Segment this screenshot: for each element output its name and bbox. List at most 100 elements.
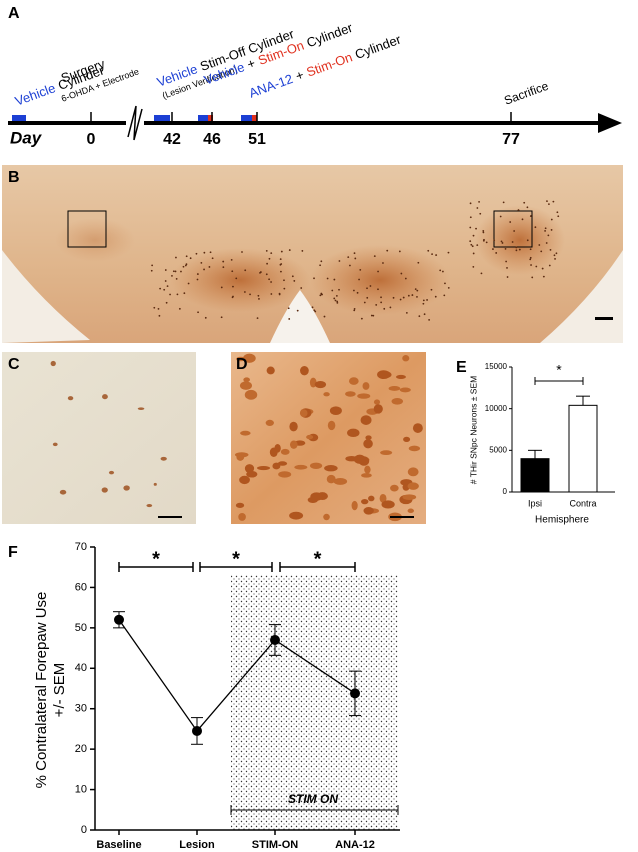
cell [175, 256, 177, 259]
cell [380, 301, 383, 304]
cell [442, 270, 444, 273]
cell [239, 381, 252, 390]
stained-region [55, 218, 135, 262]
cell [402, 296, 405, 299]
cell [521, 218, 524, 221]
cell [369, 285, 372, 287]
cell [208, 266, 211, 268]
cell [482, 231, 485, 234]
cell [499, 215, 502, 218]
cell [311, 306, 314, 309]
cell [505, 260, 508, 263]
cell [426, 299, 428, 301]
cell [331, 289, 334, 292]
cell [67, 396, 74, 401]
cell [365, 435, 372, 441]
cell [550, 229, 553, 231]
cell [535, 265, 538, 268]
cell [197, 311, 199, 314]
cell [472, 265, 475, 268]
cell [428, 318, 431, 321]
cell [427, 249, 430, 252]
cell [200, 262, 203, 264]
cell [360, 317, 363, 320]
y-tick-label: 0 [503, 487, 508, 496]
cell [244, 269, 247, 272]
cell [165, 301, 168, 304]
cell [509, 221, 512, 223]
data-point [270, 634, 280, 645]
cell [189, 257, 192, 260]
cell [515, 249, 518, 252]
cell [151, 264, 154, 267]
cell [417, 261, 420, 264]
cell [471, 245, 474, 248]
cell [243, 353, 256, 363]
cell [390, 484, 399, 492]
timeline-day-label: 46 [203, 131, 221, 148]
cell [504, 247, 507, 250]
cell [336, 300, 339, 303]
cell [388, 385, 401, 391]
cell [506, 267, 508, 269]
cell [435, 254, 438, 256]
cell [414, 288, 417, 291]
cell [553, 254, 556, 257]
cell [234, 452, 249, 458]
cell [279, 258, 282, 260]
cell [353, 252, 356, 255]
session-marker [208, 115, 213, 121]
cell [526, 239, 529, 242]
y-tick-label: 60 [75, 581, 87, 593]
cell [185, 255, 188, 258]
cell [172, 270, 175, 273]
cell [146, 503, 153, 508]
cell [209, 251, 212, 254]
cell [544, 230, 546, 232]
panel-label: D [236, 356, 248, 373]
timeline-day-label: 0 [87, 131, 96, 148]
cell [492, 248, 494, 250]
timeline-arrow [598, 113, 622, 133]
cell [370, 314, 373, 317]
timeline-day-label: 51 [248, 131, 266, 148]
cell [542, 275, 545, 278]
significance-label: * [232, 548, 240, 570]
cell [153, 306, 156, 309]
cell [546, 200, 548, 203]
cell [526, 206, 529, 209]
cell [319, 264, 322, 267]
cell [241, 251, 243, 253]
cell [50, 360, 56, 367]
cell [469, 226, 472, 229]
cell [239, 475, 250, 485]
micrograph-c [2, 352, 196, 524]
cell [372, 314, 375, 317]
data-point [192, 725, 202, 736]
timeline-axis-label: Day [10, 128, 43, 147]
cell [323, 392, 330, 397]
cell [299, 409, 308, 418]
cell [183, 292, 186, 295]
cell [211, 257, 214, 260]
cell [379, 493, 387, 503]
cell [230, 258, 233, 261]
cell [416, 289, 419, 292]
cell [407, 508, 414, 513]
cell [348, 377, 359, 385]
cell [309, 462, 323, 469]
cell [529, 256, 532, 259]
cell [222, 266, 225, 269]
cell [333, 477, 348, 485]
bar [568, 404, 598, 493]
cell [283, 279, 285, 282]
cell [531, 276, 534, 279]
cell [530, 264, 532, 266]
cell [360, 415, 372, 425]
cell [150, 269, 153, 272]
cell [363, 301, 366, 304]
cell [430, 288, 433, 291]
stained-region [170, 248, 310, 312]
stained-region [310, 245, 450, 315]
cell [220, 316, 223, 319]
